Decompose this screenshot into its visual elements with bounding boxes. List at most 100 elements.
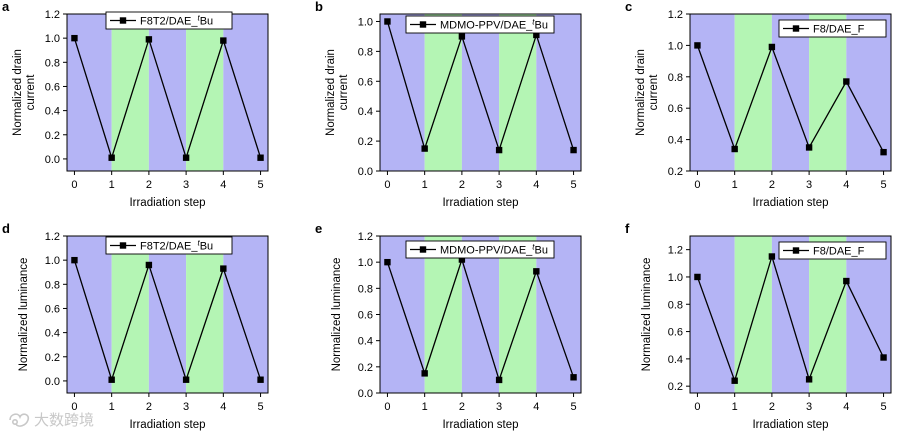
visible-band-1 — [734, 14, 772, 171]
y-tick-label: 0.4 — [668, 354, 683, 366]
x-tick-label: 4 — [220, 401, 226, 413]
y-tick-label: 0.2 — [45, 130, 60, 142]
x-tick-label: 0 — [384, 179, 390, 191]
panel-letter: f — [625, 221, 630, 236]
legend: MDMO-PPV/DAE_tBu — [405, 15, 555, 34]
x-axis-label: Irradiation step — [752, 197, 828, 209]
uv-band-0 — [690, 14, 735, 171]
watermark-text: 大数跨境 — [34, 411, 94, 429]
data-point — [145, 261, 153, 269]
x-tick-label: 5 — [257, 179, 263, 191]
y-tick-label: 0.2 — [358, 362, 373, 374]
x-axis-label: Irradiation step — [442, 419, 518, 431]
x-tick-label: 4 — [533, 179, 539, 191]
panel-letter: b — [315, 0, 323, 14]
legend-label: F8T2/DAE_tBu — [140, 14, 213, 28]
x-tick-label: 1 — [422, 179, 428, 191]
uv-band-0 — [380, 14, 425, 171]
y-tick-label: 1.0 — [358, 16, 373, 28]
y-tick-label: 1.2 — [668, 9, 683, 21]
data-point — [768, 253, 776, 260]
y-tick-label: 0.6 — [358, 310, 373, 322]
x-tick-label: 3 — [496, 401, 502, 413]
panel-letter: a — [2, 0, 10, 14]
data-point — [843, 78, 850, 85]
data-point — [108, 154, 115, 161]
x-axis-label: Irradiation step — [442, 197, 518, 209]
x-tick-label: 0 — [694, 401, 700, 413]
data-point — [182, 154, 190, 161]
legend-marker-swatch — [119, 17, 127, 24]
data-point — [71, 256, 78, 264]
y-tick-label: 1.2 — [45, 9, 60, 21]
x-tick-label: 4 — [533, 401, 539, 413]
series-line — [696, 45, 885, 153]
y-axis-label: Normalized luminance — [641, 258, 653, 372]
data-point — [694, 42, 701, 49]
data-point — [421, 370, 428, 377]
plot-frame — [379, 13, 582, 172]
uv-band-0 — [690, 236, 735, 393]
x-tick-label: 5 — [570, 179, 576, 191]
x-tick-label: 0 — [694, 179, 700, 191]
panel-letter: d — [2, 221, 10, 236]
data-point — [458, 33, 466, 40]
legend-marker-swatch — [419, 246, 427, 253]
y-tick-label: 0.2 — [668, 166, 683, 178]
data-point — [145, 36, 153, 43]
x-tick-label: 1 — [732, 401, 738, 413]
panel-d: 0.0 0.2 0.4 0.6 0.8 1.0 1.2 0 1 2 3 4 5 Irradiation s… — [2, 221, 269, 431]
legend-label: MDMO-PPV/DAE_tBu — [440, 18, 548, 32]
y-tick-label: 0.8 — [45, 57, 60, 69]
data-point — [384, 258, 391, 266]
uv-band-2 — [771, 236, 810, 393]
visible-band-1 — [734, 236, 772, 393]
x-tick-label: 4 — [220, 179, 226, 191]
data-point — [570, 146, 577, 154]
y-tick-label: 1.0 — [668, 40, 683, 52]
y-tick-label: 0.4 — [668, 135, 683, 147]
y-tick-label: 0.6 — [358, 76, 373, 88]
x-tick-label: 1 — [109, 401, 115, 413]
visible-band-3 — [499, 236, 537, 393]
y-tick-label: 0.6 — [668, 103, 683, 115]
y-tick-label: 0.6 — [45, 303, 60, 315]
data-point — [731, 377, 738, 384]
x-tick-label: 3 — [806, 401, 812, 413]
panel-b: 0.0 0.2 0.4 0.6 0.8 1.0 0 1 2 3 4 5 Irradiation step… — [315, 0, 582, 209]
data-point — [495, 376, 503, 384]
panel-f: 0.2 0.4 0.6 0.8 1.0 1.2 0 1 2 3 4 5 Irradiation step… — [625, 221, 892, 431]
data-point — [182, 376, 190, 383]
x-tick-label: 0 — [384, 401, 390, 413]
x-tick-label: 4 — [843, 401, 849, 413]
y-tick-label: 0.0 — [358, 388, 373, 400]
data-point — [421, 145, 428, 152]
y-axis-label: Normalized luminance — [18, 258, 30, 372]
legend: F8/DAE_F — [778, 19, 887, 38]
x-tick-label: 2 — [459, 179, 465, 191]
x-tick-label: 2 — [146, 401, 152, 413]
data-point — [805, 144, 813, 151]
legend-marker-swatch — [792, 247, 800, 254]
data-point — [694, 273, 701, 281]
data-point — [731, 145, 738, 153]
y-tick-label: 0.0 — [358, 166, 373, 178]
y-tick-label: 0.0 — [45, 154, 60, 166]
x-tick-label: 0 — [71, 179, 77, 191]
legend-marker-swatch — [419, 21, 427, 28]
data-point — [880, 354, 887, 361]
uv-band-4 — [536, 236, 581, 393]
y-tick-label: 0.4 — [45, 328, 60, 340]
x-tick-label: 5 — [570, 401, 576, 413]
uv-band-2 — [148, 236, 187, 393]
x-tick-label: 5 — [880, 179, 886, 191]
data-point — [533, 268, 540, 275]
legend-marker-swatch — [119, 242, 127, 249]
uv-band-2 — [771, 14, 810, 171]
data-point — [384, 18, 391, 25]
data-point — [805, 376, 813, 383]
data-point — [71, 34, 78, 42]
x-tick-label: 1 — [422, 401, 428, 413]
logo-icon — [9, 413, 30, 427]
